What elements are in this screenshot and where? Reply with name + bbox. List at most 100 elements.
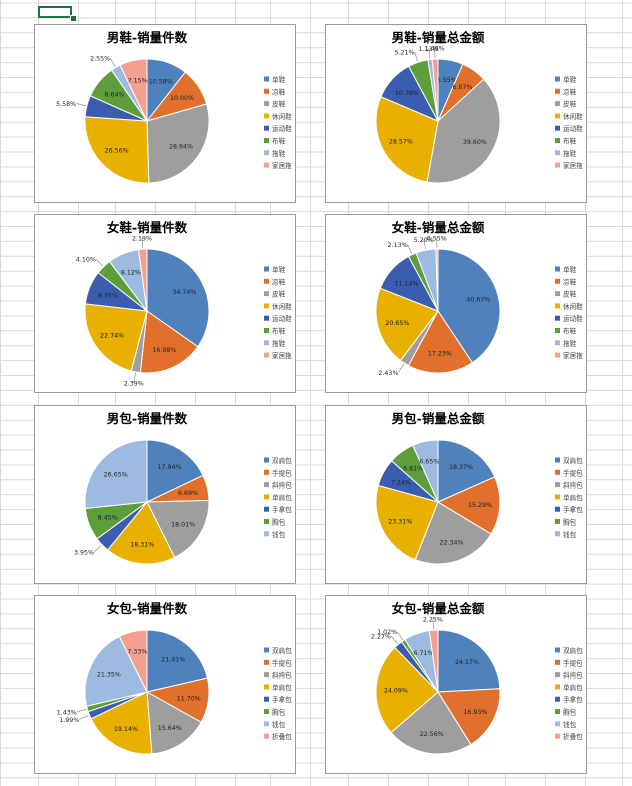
data-label: 24.17% (455, 659, 479, 666)
pie-slice[interactable] (436, 476, 501, 535)
legend-entry: 手提包 (563, 658, 583, 667)
pie-slice[interactable] (137, 248, 148, 312)
pie-slice[interactable] (437, 629, 501, 693)
data-label: 2.19% (132, 236, 152, 243)
pie-slice[interactable] (407, 310, 473, 374)
legend-entry: 皮鞋 (272, 100, 286, 109)
pie-slice[interactable] (375, 484, 439, 561)
leader-line (396, 631, 403, 640)
data-label: 8.64% (104, 92, 124, 99)
pie-slice[interactable] (390, 691, 472, 755)
chart-women-bags-qty[interactable]: 女包-销量件数 21.41% 11.70% 15.64% 19.14% 1.99% 1.43… (34, 595, 296, 774)
pie-slice[interactable] (146, 500, 210, 559)
leader-line (141, 238, 143, 249)
legend-swatch (264, 684, 269, 690)
chart-men-shoes-amount[interactable]: 男鞋-销量总金额 6.55% 6.67% 39.60% 28.57% 10.78% 5.21… (325, 24, 587, 203)
pie-slice[interactable] (146, 439, 204, 503)
legend-swatch (555, 303, 560, 309)
pie-slice[interactable] (106, 501, 176, 565)
selected-cell[interactable] (38, 6, 72, 18)
pie-slice[interactable] (146, 629, 209, 693)
pie-slice[interactable] (146, 691, 202, 755)
data-label: 28.57% (389, 139, 413, 146)
data-label: 1.49% (425, 46, 445, 53)
pie-slice[interactable] (118, 629, 148, 693)
pie-slice[interactable] (437, 688, 501, 746)
data-label: 21.41% (161, 657, 185, 664)
legend-entry: 手提包 (272, 658, 292, 667)
pie-slice[interactable] (426, 78, 501, 184)
pie-slice[interactable] (146, 248, 210, 348)
fill-handle[interactable] (70, 15, 77, 22)
legend-entry: 休闲鞋 (272, 112, 292, 121)
legend-entry: 斜挎包 (563, 481, 583, 490)
chart-men-shoes-qty[interactable]: 男鞋-销量件数 10.58% 10.00% 28.94% 26.56% 5.58% 8.64… (34, 24, 296, 203)
legend-entry: 斜挎包 (563, 671, 583, 680)
pie-slice[interactable] (414, 501, 492, 565)
pie-slice[interactable] (431, 58, 439, 122)
data-label: 21.35% (97, 672, 121, 679)
leader-line (76, 103, 86, 107)
legend-swatch (264, 696, 269, 702)
chart-men-bags-amount[interactable]: 男包-销量总金额 18.37% 15.29% 22.34% 23.31% 7.24% 6.8… (325, 405, 587, 584)
legend-swatch (264, 113, 269, 119)
legend-entry: 单鞋 (272, 265, 286, 274)
chart-title: 女鞋-销量件数 (107, 220, 188, 235)
chart-women-shoes-amount[interactable]: 女鞋-销量总金额 40.67% 17.23% 2.43% 20.65% 11.14% 2.1… (325, 214, 587, 393)
legend-entry: 手拿包 (272, 695, 292, 704)
legend-entry: 单肩包 (272, 683, 292, 692)
legend-entry: 拖鞋 (563, 339, 577, 348)
data-label: 18.37% (449, 464, 473, 471)
data-label: 6.69% (178, 490, 198, 497)
legend-swatch (264, 672, 269, 678)
legend-swatch (555, 88, 560, 94)
legend-entry: 运动鞋 (563, 124, 583, 133)
data-label: 2.55% (90, 55, 110, 62)
chart-title: 男鞋-销量件数 (107, 30, 188, 45)
legend-swatch (264, 101, 269, 107)
data-label: 18.31% (130, 541, 154, 548)
legend-entry: 布鞋 (272, 137, 286, 146)
legend-entry: 单肩包 (563, 683, 583, 692)
pie-slice[interactable] (84, 635, 148, 707)
pie-slice[interactable] (375, 287, 439, 362)
data-label: 10.78% (395, 90, 419, 97)
chart-women-shoes-qty[interactable]: 女鞋-销量件数 34.74% 16.98% 2.39% 22.74% 8.75% 4.10%… (34, 214, 296, 393)
pie-slice[interactable] (435, 248, 439, 312)
chart-title: 男鞋-销量总金额 (392, 30, 485, 45)
pie-slice[interactable] (90, 691, 153, 755)
legend-swatch (555, 138, 560, 143)
legend-swatch (264, 721, 269, 727)
leader-line (414, 51, 418, 62)
data-label: 40.67% (466, 296, 490, 303)
pie-slice[interactable] (84, 116, 150, 184)
legend-entry: 斜挎包 (272, 481, 292, 490)
legend-entry: 布鞋 (563, 327, 577, 336)
pie-slice[interactable] (84, 303, 148, 372)
pie-slice[interactable] (119, 58, 148, 122)
pie-slice[interactable] (412, 439, 439, 503)
legend-entry: 双肩包 (272, 646, 292, 655)
legend-swatch (555, 101, 560, 107)
legend-entry: 钱包 (272, 530, 286, 539)
chart-men-bags-qty[interactable]: 男包-销量件数 17.94% 6.69% 18.01% 18.31% 3.95% 8.45%… (34, 405, 296, 584)
legend-entry: 布鞋 (563, 137, 577, 146)
legend-entry: 凉鞋 (272, 277, 286, 286)
data-label: 39.60% (463, 139, 487, 146)
leader-line (423, 239, 426, 250)
pie-slice[interactable] (146, 103, 210, 184)
legend-swatch (555, 709, 560, 714)
legend-swatch (264, 328, 269, 333)
pie-slice[interactable] (437, 439, 496, 503)
data-label: 7.15% (128, 77, 148, 84)
pie-slice[interactable] (375, 646, 439, 734)
legend-swatch (555, 482, 560, 488)
pie-slice[interactable] (428, 629, 439, 693)
pie-slice[interactable] (84, 439, 148, 509)
legend-entry: 钱包 (272, 720, 286, 729)
data-label: 0.55% (427, 236, 447, 243)
chart-women-bags-amount[interactable]: 女包-销量总金额 24.17% 16.93% 22.56% 24.09% 2.27% 1.0… (325, 595, 587, 774)
legend-entry: 休闲鞋 (272, 302, 292, 311)
pie-slice[interactable] (375, 96, 439, 183)
pie-slice[interactable] (139, 310, 199, 374)
